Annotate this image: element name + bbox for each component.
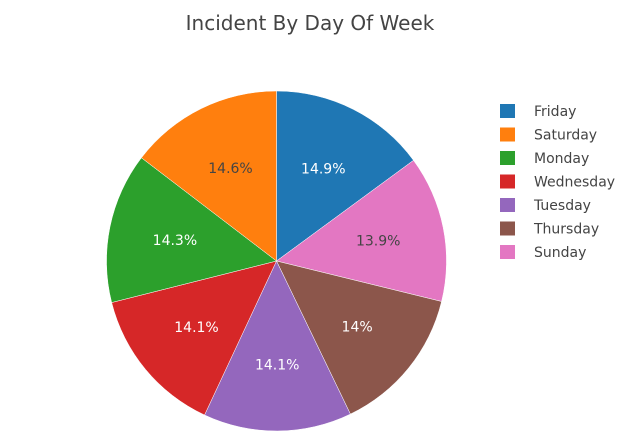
slice-label-friday: 14.9% [301,162,345,178]
pie-slice-monday[interactable] [106,157,278,303]
slice-label-saturday: 14.6% [208,161,252,177]
legend-label-saturday: Saturday [534,128,597,144]
chart-title: Incident By Day Of Week [186,11,435,35]
pie-slice-thursday[interactable] [276,260,442,415]
legend-item-friday[interactable]: Friday [500,104,576,120]
legend-label-tuesday: Tuesday [533,198,591,214]
pie-slice-tuesday[interactable] [204,260,351,432]
legend-swatch-monday [500,151,515,165]
legend-item-wednesday[interactable]: Wednesday [500,174,615,191]
pie-slice-saturday[interactable] [141,90,277,262]
slice-label-thursday: 14% [342,319,373,335]
pie-slice-friday[interactable] [276,90,414,262]
legend-item-monday[interactable]: Monday [500,151,589,167]
legend-swatch-sunday [500,245,515,259]
legend-item-sunday[interactable]: Sunday [500,245,586,261]
slice-label-tuesday: 14.1% [255,358,299,374]
pie-slice-sunday[interactable] [275,159,447,302]
legend-label-friday: Friday [534,104,576,120]
legend-swatch-friday [500,104,515,118]
pie-slice-labels: 14.9% 13.9% 14% 14.1% 14.1% 14.3% 14.6% [153,161,401,374]
slice-label-sunday: 13.9% [356,234,400,250]
legend-label-sunday: Sunday [534,245,586,261]
legend-swatch-saturday [500,127,515,142]
legend-swatch-wednesday [500,174,515,189]
slice-label-monday: 14.3% [153,233,197,249]
legend-label-thursday: Thursday [533,222,599,238]
pie-slices [106,90,447,432]
legend-label-monday: Monday [534,151,589,167]
pie-slice-wednesday[interactable] [111,260,277,416]
legend-item-saturday[interactable]: Saturday [500,127,597,144]
legend-label-wednesday: Wednesday [534,175,615,191]
legend: Friday Saturday Monday Wednesday Tuesday Thur… [500,104,615,261]
legend-item-thursday[interactable]: Thursday [500,221,599,238]
legend-swatch-tuesday [500,198,515,212]
slice-label-wednesday: 14.1% [174,320,218,336]
legend-item-tuesday[interactable]: Tuesday [500,198,591,214]
legend-swatch-thursday [500,221,515,236]
